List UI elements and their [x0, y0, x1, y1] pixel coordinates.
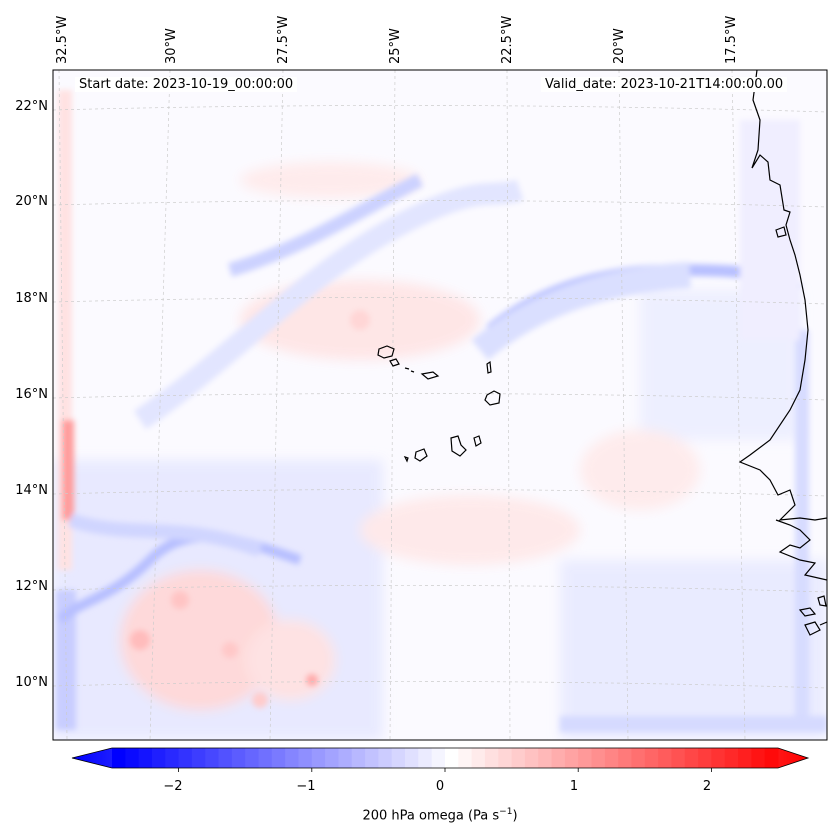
- colorbar-level: [524, 748, 539, 768]
- colorbar-level: [191, 748, 206, 768]
- colorbar-level: [271, 748, 286, 768]
- colorbar-level: [724, 748, 739, 768]
- colorbar-level: [311, 748, 326, 768]
- colorbar-level: [365, 748, 379, 768]
- colorbar: [71, 747, 810, 772]
- colorbar-level: [245, 748, 260, 768]
- colorbar-level: [511, 748, 526, 768]
- colorbar-level: [498, 748, 513, 768]
- valid-date-annotation: Valid_date: 2023-10-21T14:00:00.00: [541, 77, 788, 92]
- lon-label-32-5w: 32.5°W: [55, 15, 70, 64]
- map-frame: [52, 69, 828, 741]
- lon-label-30w: 30°W: [164, 28, 179, 64]
- colorbar-level: [178, 748, 193, 768]
- colorbar-level: [658, 748, 672, 768]
- colorbar-level: [564, 748, 579, 768]
- colorbar-level: [631, 748, 646, 768]
- colorbar-level: [671, 748, 686, 768]
- colorbar-level: [405, 748, 419, 768]
- colorbar-level: [764, 748, 779, 768]
- colorbar-level: [138, 748, 153, 768]
- colorbar-level: [551, 748, 566, 768]
- colorbar-level: [698, 748, 712, 768]
- colorbar-level: [711, 748, 726, 768]
- colorbar-level: [112, 748, 126, 768]
- omega-field: [53, 70, 827, 740]
- colorbar-level: [751, 748, 766, 768]
- graticule: [53, 70, 827, 740]
- colorbar-level: [258, 748, 273, 768]
- lon-label-25w: 25°W: [388, 28, 403, 64]
- lat-label-22n: 22°N: [15, 99, 48, 114]
- colorbar-level: [205, 748, 220, 768]
- lon-label-17-5w: 17.5°W: [724, 15, 739, 64]
- colorbar-level: [431, 748, 446, 768]
- colorbar-level: [231, 748, 246, 768]
- colorbar-level: [591, 748, 606, 768]
- lon-label-22-5w: 22.5°W: [500, 15, 515, 64]
- lat-label-12n: 12°N: [15, 579, 48, 594]
- colorbar-level: [391, 748, 406, 768]
- colorbar-level: [618, 748, 632, 768]
- colorbar-level: [165, 748, 180, 768]
- colorbar-level: [218, 748, 233, 768]
- colorbar-level: [458, 748, 473, 768]
- colorbar-tick-label: 2: [702, 779, 712, 794]
- colorbar-level: [285, 748, 299, 768]
- colorbar-level: [738, 748, 752, 768]
- colorbar-level: [484, 748, 499, 768]
- colorbar-tick-label: −1: [296, 779, 316, 794]
- colorbar-level: [644, 748, 659, 768]
- lat-label-16n: 16°N: [15, 387, 48, 402]
- colorbar-level: [471, 748, 486, 768]
- colorbar-tick-label: −2: [163, 779, 183, 794]
- lat-label-18n: 18°N: [15, 291, 48, 306]
- start-date-annotation: Start date: 2023-10-19_00:00:00: [75, 77, 298, 92]
- colorbar-level: [325, 748, 339, 768]
- colorbar-level: [445, 748, 459, 768]
- lat-label-20n: 20°N: [15, 194, 48, 209]
- colorbar-level: [298, 748, 313, 768]
- colorbar-level: [151, 748, 166, 768]
- colorbar-label: 200 hPa omega (Pa s−1): [362, 807, 518, 824]
- colorbar-level: [538, 748, 553, 768]
- colorbar-level: [378, 748, 393, 768]
- colorbar-level: [604, 748, 619, 768]
- lat-label-10n: 10°N: [15, 675, 48, 690]
- colorbar-level: [418, 748, 433, 768]
- coastlines: [377, 70, 827, 636]
- colorbar-level: [338, 748, 353, 768]
- colorbar-level: [351, 748, 366, 768]
- lon-label-20w: 20°W: [612, 28, 627, 64]
- lon-label-27-5w: 27.5°W: [276, 15, 291, 64]
- lat-label-14n: 14°N: [15, 483, 48, 498]
- colorbar-tick-label: 1: [569, 779, 579, 794]
- colorbar-level: [125, 748, 140, 768]
- colorbar-level: [684, 748, 699, 768]
- colorbar-level: [578, 748, 593, 768]
- colorbar-tick-label: 0: [435, 779, 445, 794]
